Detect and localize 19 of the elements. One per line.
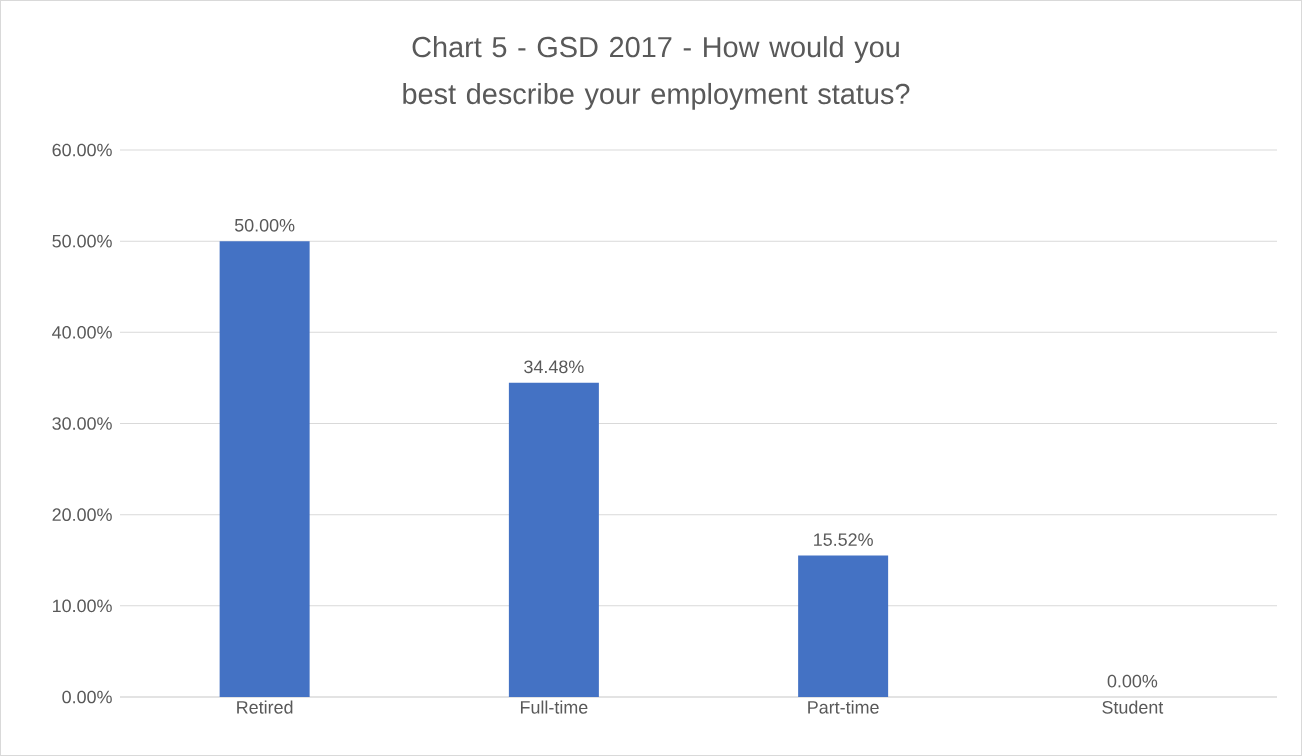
chart-title: Chart 5 - GSD 2017 - How would you best describe your employment status? xyxy=(403,36,910,110)
bar xyxy=(798,555,889,697)
y-tick-label: 30.00% xyxy=(52,417,112,430)
data-label: 15.52% xyxy=(814,533,873,546)
y-tick-label: 0.00% xyxy=(62,690,112,704)
bar xyxy=(219,241,310,697)
x-tick-label: Retired xyxy=(237,700,293,714)
y-tick-label: 10.00% xyxy=(53,599,112,613)
y-tick-label: 20.00% xyxy=(52,508,112,522)
y-tick-label: 40.00% xyxy=(52,325,112,339)
x-tick-label: Student xyxy=(1102,700,1164,714)
x-tick-label: Full-time xyxy=(520,700,588,714)
data-label: 50.00% xyxy=(234,218,295,232)
y-tick-label: 50.00% xyxy=(52,234,112,248)
y-tick-label: 60.00% xyxy=(52,143,112,157)
x-tick-label: Part-time xyxy=(808,700,879,714)
data-label: 0.00% xyxy=(1107,674,1158,688)
data-label: 34.48% xyxy=(524,360,584,374)
bar xyxy=(508,382,599,697)
